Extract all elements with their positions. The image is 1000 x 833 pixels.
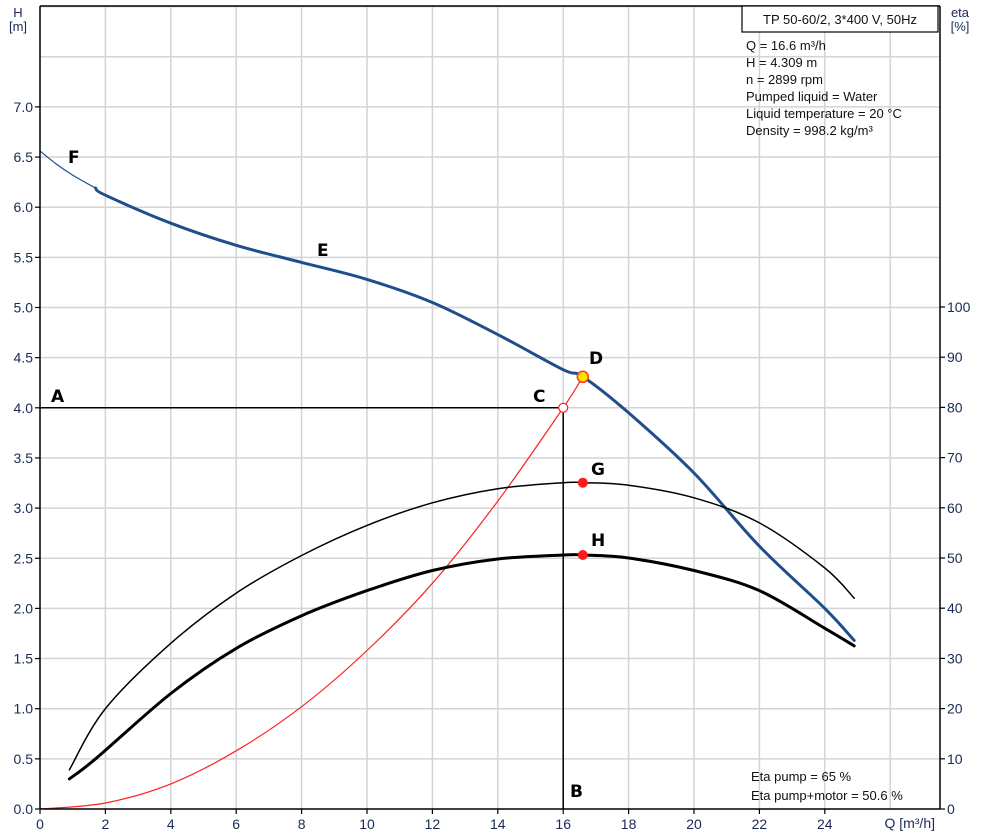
y-left-tick-label: 5.0 [14,300,34,316]
pump-curve [94,186,856,642]
grid [40,5,940,809]
y-right-tick-label: 80 [947,399,963,415]
point-c-marker [558,402,569,413]
eta-pump-motor-text: Eta pump+motor = 50.6 % [751,788,903,803]
eta-pump-curve [68,481,855,771]
y-left-tick-label: 3.5 [14,450,34,466]
info-head: H = 4.309 m [746,55,817,70]
y-right-tick-label: 20 [947,701,963,717]
efficiency-point-marker [577,549,588,560]
efficiency-point-marker [577,477,588,488]
point-label-c: C [533,387,545,407]
x-tick-label: 0 [36,816,44,832]
x-tick-label: 22 [752,816,768,832]
y-right-tick-label: 30 [947,650,963,666]
y-left-tick-label: 3.0 [14,500,34,516]
point-label-e: E [317,241,329,261]
y-right-tick-label: 40 [947,600,963,616]
point-label-f: F [68,148,80,168]
info-liquid: Pumped liquid = Water [746,89,878,104]
pump-curve-extrapolated [39,150,97,189]
y-left-tick-label: 2.0 [14,600,34,616]
x-tick-label: 12 [425,816,441,832]
duty-point-marker [576,370,590,384]
y-left-tick-label: 6.5 [14,149,34,165]
operating-info: Q = 16.6 m³/h H = 4.309 m n = 2899 rpm P… [746,38,902,138]
x-tick-label: 18 [621,816,637,832]
axis-ticks: 0 2 4 6 8 10 12 14 16 18 20 22 240.00.51.01.52.02.53… [14,99,971,832]
y-right-tick-label: 0 [947,801,955,817]
info-density: Density = 998.2 kg/m³ [746,123,873,138]
y-right-unit: [%] [951,19,970,34]
title-box [741,5,939,33]
y-left-tick-label: 1.5 [14,651,34,667]
y-left-tick-label: 4.0 [14,400,34,416]
x-tick-label: 20 [686,816,702,832]
x-tick-label: 14 [490,816,506,832]
y-left-tick-label: 0.5 [14,751,34,767]
point-label-b: B [570,782,583,802]
x-tick-label: 24 [817,816,833,832]
point-label-a: A [51,387,65,407]
point-label-d: D [589,349,603,369]
x-tick-label: 6 [232,816,240,832]
system-curve [39,376,584,810]
x-tick-label: 4 [167,816,175,832]
reference-lines [40,407,564,809]
point-markers [558,370,590,560]
x-axis-title: Q [m³/h] [884,815,935,831]
eta-pump-text: Eta pump = 65 % [751,769,852,784]
chart-title: TP 50-60/2, 3*400 V, 50Hz [763,12,917,27]
y-left-tick-label: 5.5 [14,249,34,265]
point-label-h: H [591,531,605,551]
y-right-title: eta [951,5,970,20]
y-left-tick-label: 7.0 [14,99,34,115]
y-left-unit: [m] [9,19,27,34]
point-label-g: G [591,460,605,480]
info-speed: n = 2899 rpm [746,72,823,87]
info-flow: Q = 16.6 m³/h [746,38,826,53]
y-left-tick-label: 1.0 [14,701,34,717]
x-tick-label: 16 [555,816,571,832]
y-right-tick-label: 100 [947,299,971,315]
y-right-tick-label: 10 [947,751,963,767]
x-tick-label: 10 [359,816,375,832]
y-left-title: H [13,5,22,20]
eta-pump-motor-curve [67,553,856,781]
x-tick-label: 8 [298,816,306,832]
x-tick-label: 2 [102,816,110,832]
y-right-tick-label: 90 [947,349,963,365]
y-right-tick-label: 50 [947,550,963,566]
y-left-tick-label: 4.5 [14,350,34,366]
info-temperature: Liquid temperature = 20 °C [746,106,902,121]
y-left-tick-label: 6.0 [14,199,34,215]
series-layer [39,150,856,810]
y-right-tick-label: 70 [947,450,963,466]
y-left-tick-label: 0.0 [14,801,34,817]
y-left-tick-label: 2.5 [14,550,34,566]
point-labels: A B C D E F G H [51,148,605,802]
efficiency-info: Eta pump = 65 % Eta pump+motor = 50.6 % [751,769,903,803]
y-right-tick-label: 60 [947,500,963,516]
